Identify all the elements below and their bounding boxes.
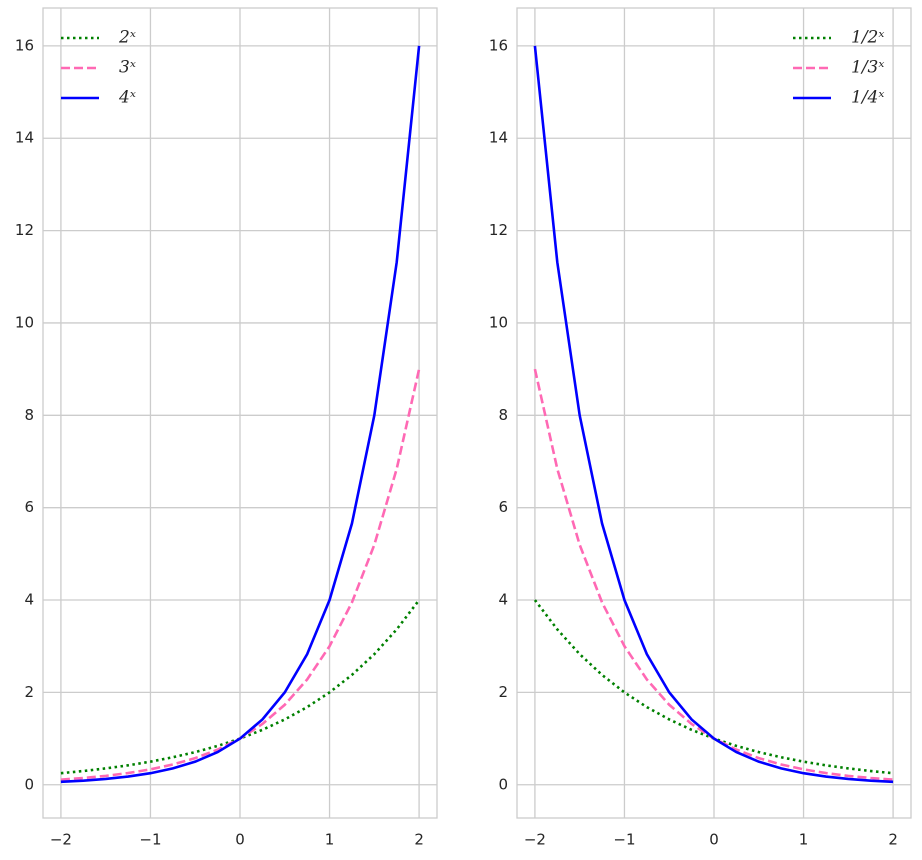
y-tick-label: 2 <box>498 683 508 701</box>
y-tick-label: 14 <box>15 129 34 147</box>
y-tick-label: 4 <box>24 591 34 609</box>
line <box>60 45 421 784</box>
x-tick-label: 0 <box>709 831 719 849</box>
y-tick-label: 4 <box>498 591 508 609</box>
x-tick-label: 1 <box>325 831 335 849</box>
x-tick-label: 2 <box>414 831 424 849</box>
x-tick-label: 1 <box>799 831 809 849</box>
y-tick-label: 0 <box>498 775 508 793</box>
legend-label: 1/2ˣ <box>851 28 884 48</box>
axes-frame <box>516 7 912 819</box>
legend-label: 4ˣ <box>118 88 136 108</box>
x-tick-label: 0 <box>235 831 245 849</box>
y-tick-label: 10 <box>15 313 34 331</box>
legend-label: 3ˣ <box>119 58 136 78</box>
y-tick-label: 16 <box>489 36 508 54</box>
y-tick-label: 12 <box>15 221 34 239</box>
y-tick-label: 6 <box>24 498 34 516</box>
x-tick-label: −1 <box>613 831 635 849</box>
y-tick-label: 14 <box>489 129 508 147</box>
x-tick-label: −2 <box>524 831 546 849</box>
y-tick-label: 8 <box>24 406 34 424</box>
legend-label: 2ˣ <box>118 28 136 48</box>
x-tick-label: 2 <box>888 831 898 849</box>
y-tick-label: 10 <box>489 313 508 331</box>
legend-label: 1/3ˣ <box>851 58 884 78</box>
y-tick-label: 12 <box>489 221 508 239</box>
line <box>60 599 421 775</box>
x-tick-label: −2 <box>50 831 72 849</box>
line <box>533 45 894 784</box>
legend-label: 1/4ˣ <box>851 88 884 108</box>
x-tick-label: −1 <box>139 831 161 849</box>
y-tick-label: 6 <box>498 498 508 516</box>
y-tick-label: 16 <box>15 36 34 54</box>
axes-frame <box>42 7 438 819</box>
y-tick-label: 2 <box>24 683 34 701</box>
y-tick-label: 0 <box>24 775 34 793</box>
y-tick-label: 8 <box>498 406 508 424</box>
